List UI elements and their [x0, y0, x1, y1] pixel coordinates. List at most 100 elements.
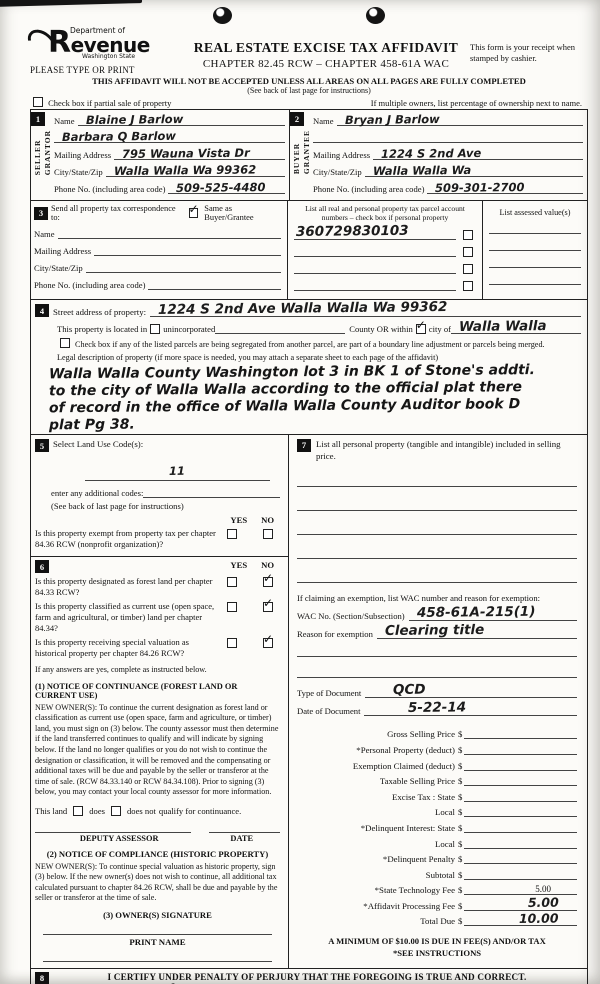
seller-city-field[interactable]: Walla Walla Wa 99362 [105, 162, 285, 178]
multiple-owners-note: If multiple owners, list percentage of o… [370, 98, 582, 108]
seller-name-field[interactable]: Blaine J Barlow [77, 111, 285, 127]
personal-property-checkbox-3[interactable] [463, 263, 473, 274]
excise-tax-local-field[interactable] [464, 806, 577, 818]
seller-mailing-field[interactable]: 795 Wauna Vista Dr [114, 145, 285, 160]
total-due-field[interactable]: 10.00 [464, 911, 577, 927]
assessed-field-4[interactable] [489, 274, 581, 285]
taxable-selling-price-field[interactable] [464, 775, 577, 787]
personal-property-field-3[interactable] [297, 524, 577, 535]
county-field[interactable] [215, 323, 346, 334]
corr-name-field[interactable] [57, 228, 281, 239]
form-body: 1 SELLER GRANTOR Name Blaine J Barlow Ba… [30, 109, 588, 984]
does-not-qualify-checkbox[interactable] [111, 805, 121, 816]
historic-no-checkbox[interactable] [263, 632, 273, 649]
deputy-assessor-label: DEPUTY ASSESSOR [79, 833, 159, 843]
unincorporated-checkbox[interactable] [150, 324, 161, 334]
personal-property-field-4[interactable] [297, 548, 577, 559]
deputy-date-field[interactable] [209, 831, 280, 833]
parcel-field-2[interactable] [294, 246, 456, 257]
date-of-document-field[interactable]: 5-22-14 [364, 700, 577, 716]
buyer-city-field[interactable]: Walla Walla Wa [364, 162, 583, 177]
no-header-2: NO [261, 560, 274, 571]
delinquent-interest-state-label: *Delinquent Interest: State [360, 822, 455, 833]
type-of-document-label: Type of Document [297, 687, 362, 698]
personal-property-field-1[interactable] [297, 476, 577, 487]
reason-field-2[interactable] [297, 646, 577, 657]
city-checkbox[interactable] [415, 318, 426, 334]
owner-print-name-field[interactable] [43, 960, 272, 962]
buyer-name2-field[interactable] [313, 132, 583, 143]
assessed-field-3[interactable] [489, 257, 581, 268]
corr-mailing-field[interactable] [94, 245, 281, 256]
current-use-yes-checkbox[interactable] [227, 602, 237, 613]
dollar-sign: $ [458, 854, 463, 865]
personal-property-field-5[interactable] [297, 572, 577, 583]
personal-property-checkbox-2[interactable] [463, 246, 473, 257]
corr-city-field[interactable] [85, 262, 281, 273]
personal-property-deduct-field[interactable] [464, 744, 577, 755]
state-technology-fee-field[interactable]: 5.00 [464, 884, 577, 896]
buyer-mailing-field[interactable]: 1224 S 2nd Ave [373, 145, 583, 160]
gross-selling-price-field[interactable] [464, 728, 577, 740]
delinquent-penalty-field[interactable] [464, 853, 577, 865]
land-use-code-field[interactable]: 11 [85, 462, 270, 481]
seller-name2-field[interactable]: Barbara Q Barlow [54, 128, 285, 143]
classification-section: 6 YES NO Is this property designated as f… [31, 557, 288, 968]
section-6-badge: 6 [35, 560, 49, 574]
street-address-field[interactable]: 1224 S 2nd Ave Walla Walla Wa 99362 [150, 298, 581, 317]
property-location-section: 4 Street address of property: 1224 S 2nd… [31, 298, 587, 435]
parcel-field-3[interactable] [294, 263, 456, 274]
does-not-label: does not [127, 805, 156, 816]
excise-tax-state-label: Excise Tax : State [392, 791, 455, 802]
personal-property-checkbox-4[interactable] [463, 280, 473, 291]
same-as-buyer-label: Same as Buyer/Grantee [204, 204, 254, 222]
assessed-field-1[interactable] [489, 223, 581, 234]
buyer-name-field[interactable]: Bryan J Barlow [336, 112, 583, 126]
reason-value: Clearing title [384, 622, 485, 640]
seller-grantor-section: 1 SELLER GRANTOR Name Blaine J Barlow Ba… [31, 110, 289, 200]
buyer-phone-label: Phone No. (including area code) [313, 184, 425, 194]
city-field[interactable]: Walla Walla [451, 318, 581, 334]
buyer-phone-field[interactable]: 509-301-2700 [427, 180, 583, 194]
seller-phone-field[interactable]: 509-525-4480 [168, 180, 285, 194]
additional-codes-field[interactable] [143, 487, 280, 498]
subtotal-label: Subtotal [425, 869, 455, 880]
delinquent-interest-state-field[interactable] [464, 822, 577, 833]
buyer-grantee-section: 2 BUYER GRANTEE Name Bryan J Barlow Mail… [289, 110, 587, 200]
parcel-field-4[interactable] [294, 280, 456, 291]
parcel-field-1[interactable]: 360729830103 [294, 223, 456, 240]
owner-signature-field[interactable] [43, 933, 272, 935]
partial-sale-checkbox[interactable] [33, 97, 43, 107]
current-use-no-checkbox[interactable] [263, 596, 273, 613]
yes-header: YES [230, 515, 248, 525]
exemption-claimed-field[interactable] [464, 760, 577, 771]
excise-tax-state-field[interactable] [464, 791, 577, 802]
segregated-checkbox[interactable] [60, 338, 70, 348]
personal-property-checkbox-1[interactable] [463, 229, 473, 240]
assessed-field-2[interactable] [489, 240, 581, 251]
personal-property-label: List all personal property (tangible and… [316, 439, 561, 461]
does-qualify-checkbox[interactable] [73, 805, 84, 816]
reason-field[interactable]: Clearing title [376, 622, 577, 639]
exempt-no-checkbox[interactable] [263, 529, 273, 539]
forest-yes-checkbox[interactable] [227, 577, 237, 588]
section-1-badge: 1 [31, 112, 45, 126]
historic-yes-checkbox[interactable] [227, 638, 237, 649]
same-as-buyer-checkbox[interactable] [188, 202, 198, 218]
wac-field[interactable]: 458-61A-215(1) [408, 604, 577, 621]
seller-name-value: Blaine J Barlow [85, 111, 183, 127]
deputy-assessor-sign-field[interactable] [35, 831, 192, 833]
forest-no-checkbox[interactable] [263, 571, 273, 588]
reason-field-3[interactable] [297, 667, 577, 678]
personal-property-deduct-label: *Personal Property (deduct) [356, 744, 455, 755]
corr-phone-field[interactable] [148, 279, 281, 290]
exempt-yes-checkbox[interactable] [227, 529, 237, 539]
personal-property-field-2[interactable] [297, 500, 577, 511]
corr-mailing-label: Mailing Address [34, 246, 92, 256]
affidavit-processing-fee-field[interactable]: 5.00 [464, 895, 577, 911]
type-of-document-field[interactable]: QCD [365, 682, 577, 698]
seller-city-value: Walla Walla Wa 99362 [113, 162, 257, 178]
subtotal-field[interactable] [464, 869, 577, 880]
seller-side-label: SELLER [33, 139, 42, 176]
delinquent-interest-local-field[interactable] [464, 838, 577, 849]
